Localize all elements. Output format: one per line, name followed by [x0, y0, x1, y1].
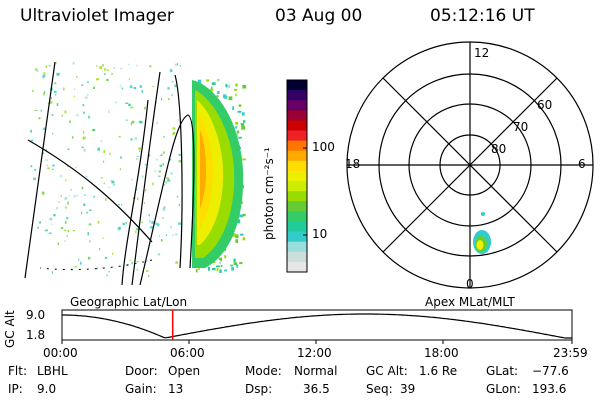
colorbar-unit-label: photon cm⁻²s⁻¹ [262, 147, 276, 240]
geographic-image [24, 61, 247, 286]
colorbar-segment [287, 130, 307, 142]
gc-alt-axis-title: GC Alt [3, 310, 17, 348]
colorbar-segment [287, 100, 307, 111]
gain-value: 13 [168, 382, 184, 396]
mlt-label-18: 18 [345, 157, 361, 171]
altitude-timeline [61, 309, 573, 344]
instrument-title: Ultraviolet Imager [20, 6, 174, 26]
geographic-latlon-label: Geographic Lat/Lon [70, 295, 188, 309]
date-label: 03 Aug 00 [275, 6, 363, 26]
x-tick-2359: 23:59 [553, 346, 588, 360]
colorbar-segment [287, 201, 307, 212]
colorbar-segment [287, 160, 307, 172]
gc-alt-value: 1.6 Re [419, 364, 458, 378]
colorbar-segment [287, 110, 307, 121]
mode-value: Normal [294, 364, 338, 378]
colorbar-segment [287, 191, 307, 202]
colorbar-segment [287, 170, 307, 182]
y-tick-1-8: 1.8 [26, 328, 46, 342]
colorbar-segment [287, 90, 307, 101]
lat-label-60: 60 [537, 98, 553, 112]
gain-label: Gain: [125, 382, 157, 396]
door-label: Door: [125, 364, 158, 378]
colorbar-segment [287, 221, 307, 233]
ip-value: 9.0 [37, 382, 57, 396]
mlt-label-12: 12 [474, 46, 490, 60]
glat-label: GLat: [486, 364, 519, 378]
apex-mlat-mlt-label: Apex MLat/MLT [425, 295, 515, 309]
dsp-label: Dsp: [245, 382, 273, 396]
colorbar-segment [287, 150, 307, 162]
colorbar-segment [287, 251, 307, 263]
colorbar-segment [287, 80, 307, 91]
polar-plot [346, 41, 594, 289]
colorbar-segment [287, 120, 307, 132]
colorbar-segment [287, 181, 307, 192]
dsp-value: 36.5 [303, 382, 330, 396]
flt-label: Flt: [8, 364, 27, 378]
flt-value: LBHL [37, 364, 68, 378]
mode-label: Mode: [245, 364, 282, 378]
polar-aurora-spot [473, 212, 491, 254]
colorbar-frame [286, 79, 308, 273]
colorbar-tick-10: 10 [312, 227, 328, 241]
colorbar-tick-100: 100 [312, 140, 335, 154]
door-value: Open [168, 364, 201, 378]
colorbar-segment [287, 140, 307, 152]
lat-label-70: 70 [513, 120, 529, 134]
glat-value: −77.6 [532, 364, 569, 378]
y-tick-9: 9.0 [26, 308, 46, 322]
x-tick-1200: 12:00 [297, 346, 332, 360]
gc-alt-label: GC Alt: [366, 364, 408, 378]
mlt-label-0: 0 [466, 277, 474, 291]
auroral-band [192, 80, 244, 268]
x-tick-0000: 00:00 [43, 346, 78, 360]
colorbar-segment [287, 231, 307, 243]
colorbar-segment [287, 211, 307, 222]
glon-label: GLon: [486, 382, 521, 396]
glon-value: 193.6 [532, 382, 567, 396]
colorbar [287, 80, 307, 273]
seq-label: Seq: [366, 382, 393, 396]
seq-value: 39 [400, 382, 416, 396]
lat-label-80: 80 [491, 142, 507, 156]
x-tick-1800: 18:00 [424, 346, 459, 360]
colorbar-segment [287, 261, 307, 273]
x-tick-0600: 06:00 [170, 346, 205, 360]
ip-label: IP: [8, 382, 23, 396]
time-label: 05:12:16 UT [430, 6, 535, 26]
mlt-label-6: 6 [578, 157, 586, 171]
colorbar-segment [287, 241, 307, 253]
